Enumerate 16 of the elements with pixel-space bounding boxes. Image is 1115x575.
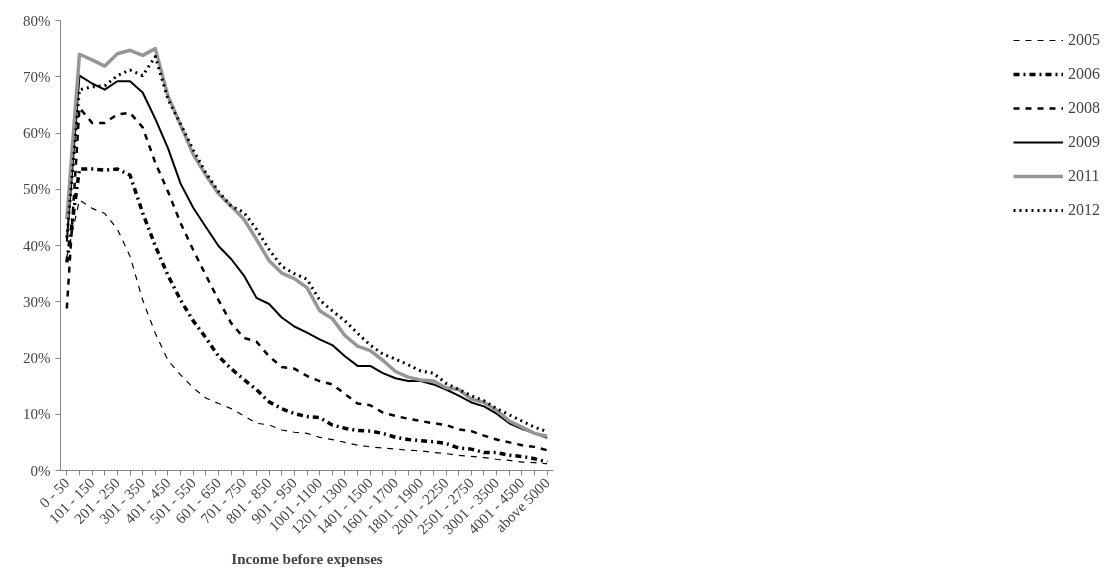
legend-label: 2012 xyxy=(1068,201,1100,219)
y-tick-label: 50% xyxy=(23,181,51,198)
y-tick-label: 70% xyxy=(23,68,51,85)
legend-label: 2008 xyxy=(1068,99,1100,117)
y-tick-label: 80% xyxy=(23,12,51,29)
x-axis-title: Income before expenses xyxy=(231,551,383,568)
y-tick-label: 30% xyxy=(23,293,51,310)
y-tick-label: 10% xyxy=(23,406,51,423)
y-tick-label: 40% xyxy=(23,237,51,254)
y-tick-label: 60% xyxy=(23,125,51,141)
legend-label: 2005 xyxy=(1068,31,1100,49)
y-tick-label: 0% xyxy=(30,462,51,479)
legend-label: 2006 xyxy=(1068,65,1100,83)
legend-label: 2011 xyxy=(1068,167,1100,185)
legend-label: 2009 xyxy=(1068,133,1100,151)
y-tick-label: 20% xyxy=(23,350,51,366)
